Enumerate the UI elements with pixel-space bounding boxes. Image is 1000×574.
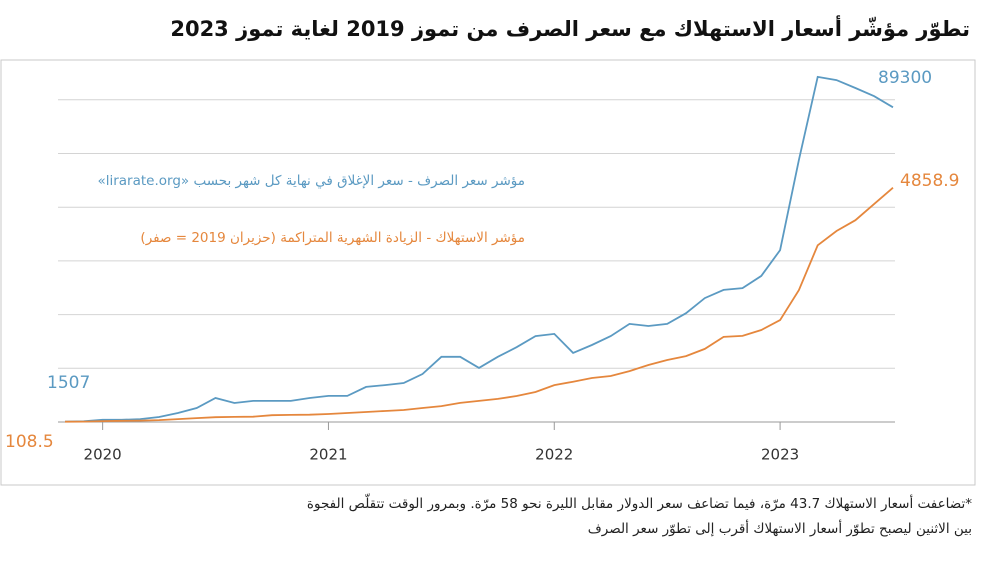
data-label: 89300 [878,68,932,88]
footnote: *تضاعفت أسعار الاستهلاك 43.7 مرّة، فيما … [306,496,972,537]
series-line [64,187,894,423]
chart-title: تطوّر مؤشّر أسعار الاستهلاك مع سعر الصرف… [170,14,970,41]
data-label: 4858.9 [900,171,959,191]
x-tick-label: 2020 [84,446,122,464]
x-tick-label: 2021 [309,446,347,464]
legend-label: مؤشر الاستهلاك - الزيادة الشهرية المتراك… [140,230,525,246]
data-label: 108.5 [5,432,54,452]
x-tick-label: 2023 [761,446,799,464]
data-label: 1507 [47,373,90,393]
series-line [64,75,894,423]
chart-frame [0,59,976,486]
x-tick-label: 2022 [535,446,573,464]
chart: تطوّر مؤشّر أسعار الاستهلاك مع سعر الصرف… [0,14,976,486]
legend-label: مؤشر سعر الصرف - سعر الإغلاق في نهاية كل… [97,173,525,189]
